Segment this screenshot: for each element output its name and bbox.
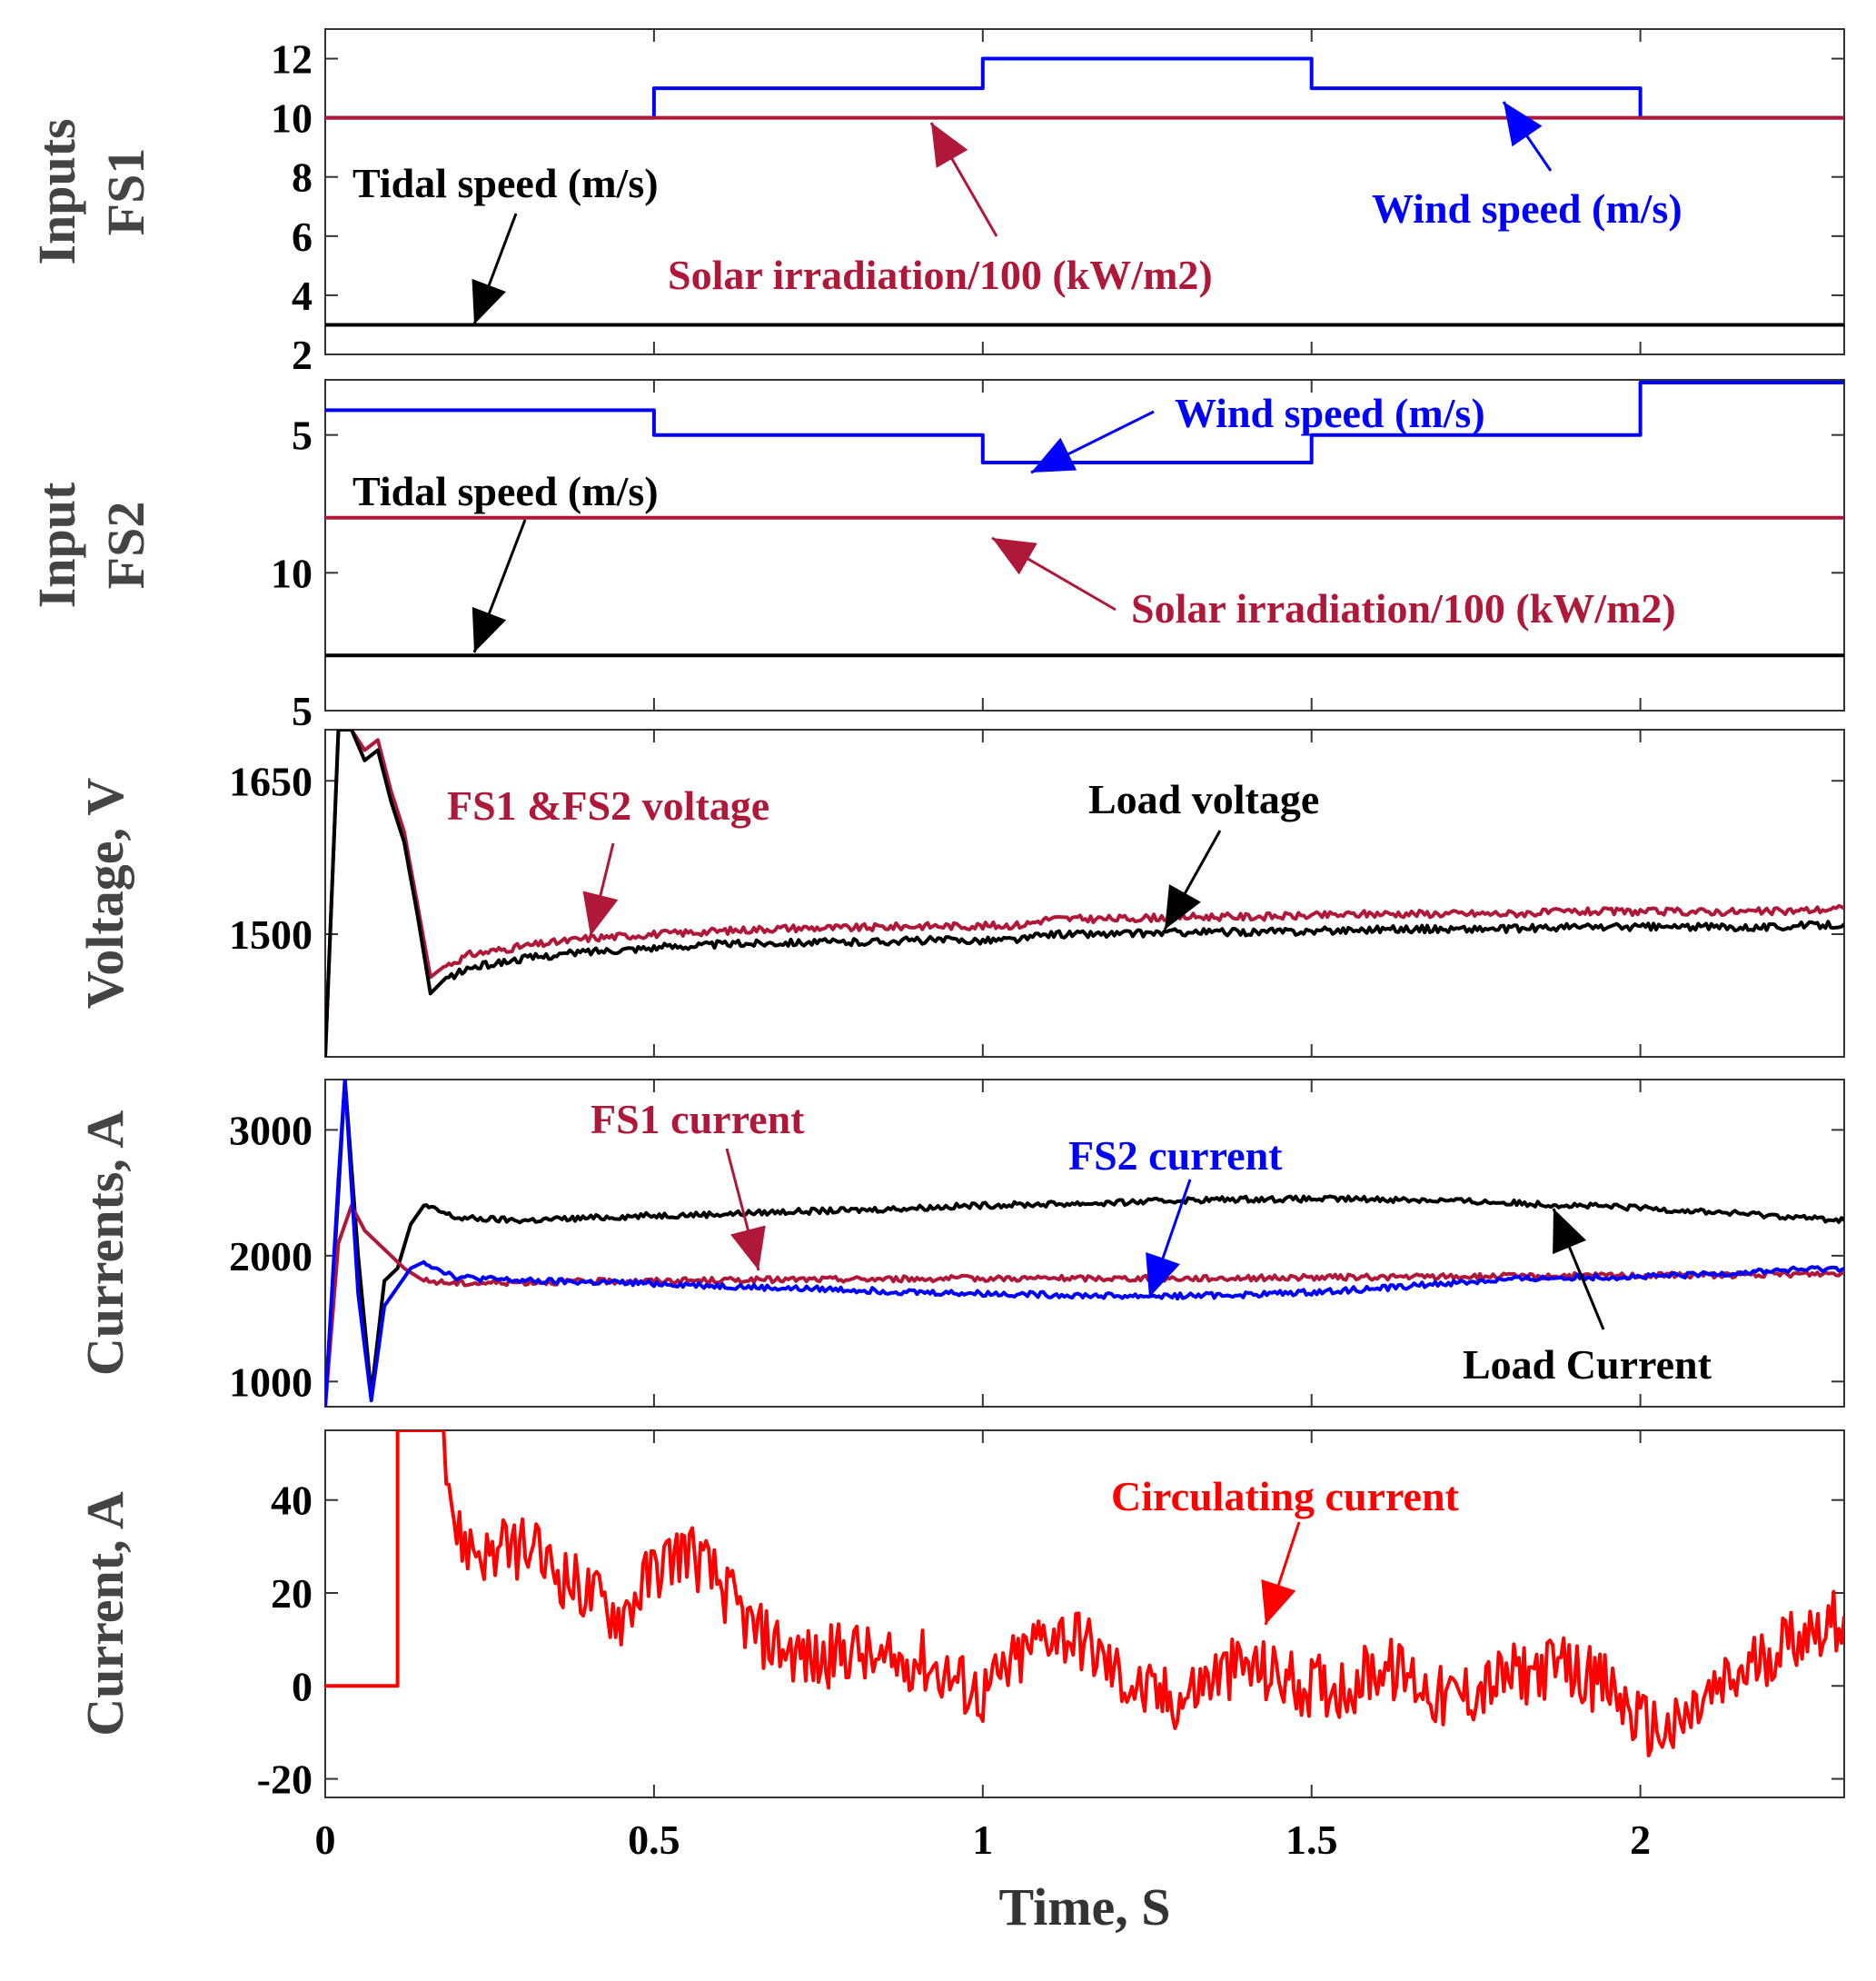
annotation-label: Tidal speed (m/s) (352, 468, 659, 514)
y-axis-label: Current, A (75, 1491, 134, 1737)
y-tick-label: 6 (292, 214, 313, 260)
annotation-label: Wind speed (m/s) (1372, 185, 1682, 232)
annotation-label: Solar irradiation/100 (kW/m2) (668, 252, 1213, 298)
annotation-arrowhead (471, 278, 506, 324)
y-tick-label: 2 (292, 332, 313, 378)
axes-frame (324, 1429, 1845, 1798)
y-tick-label: 20 (271, 1570, 313, 1617)
x-tick-label: 1 (972, 1817, 993, 1863)
annotation-arrowhead (992, 538, 1037, 575)
series-line (325, 730, 1844, 1057)
panel-voltage: 1500 1650 Voltage, V FS1 &FS2 voltage Load v… (75, 729, 1845, 1058)
panel-input-fs2: 5 10 5 Input FS2 Wind speed (m/s) Tidal speed … (27, 379, 1845, 734)
annotation-label: FS2 current (1068, 1132, 1283, 1179)
y-axis-label: Voltage, V (75, 778, 134, 1010)
y-tick-label: 5 (292, 688, 313, 734)
panel-inputs-fs1: 2 4 6 8 10 12 Inputs FS1 Tidal speed (m/s)Solar … (27, 28, 1845, 378)
series-line (325, 1080, 1844, 1407)
x-tick-label: 0.5 (628, 1817, 680, 1863)
y-tick-label: 10 (271, 550, 313, 596)
y-tick-label: 3000 (229, 1107, 313, 1153)
series-line (325, 1203, 1844, 1407)
series-line (325, 381, 1844, 464)
annotation-label: Load Current (1463, 1341, 1712, 1388)
annotation-label: Load voltage (1088, 776, 1319, 822)
y-tick-label: 1650 (229, 758, 313, 804)
annotation-arrowhead (1165, 884, 1201, 930)
axes-frame (324, 379, 1845, 712)
y-tick-label: 0 (292, 1663, 313, 1709)
annotation-label: Tidal speed (m/s) (352, 160, 659, 206)
y-axis-label: Currents, A (75, 1110, 134, 1376)
y-tick-label: 40 (271, 1478, 313, 1524)
x-tick-label: 0 (315, 1817, 336, 1863)
x-tick-label: 2 (1630, 1817, 1651, 1863)
annotation-label: Solar irradiation/100 (kW/m2) (1131, 585, 1676, 632)
annotation-arrowhead (730, 1225, 766, 1270)
y-tick-label: 4 (292, 273, 313, 319)
x-tick-label: 1.5 (1285, 1817, 1338, 1863)
annotation-arrowhead (1504, 102, 1543, 147)
x-axis-label: Time, S (998, 1877, 1170, 1936)
y-tick-label: 8 (292, 154, 313, 201)
y-tick-label: 5 (292, 413, 313, 459)
y-tick-label: 10 (271, 95, 313, 142)
axes-frame (324, 1079, 1845, 1408)
annotation-label: FS1 current (591, 1096, 805, 1142)
axes-frame (324, 28, 1845, 355)
annotation-arrowhead (1553, 1209, 1587, 1255)
y-axis-label: Input (27, 482, 86, 608)
y-axis-label: FS2 (96, 502, 155, 590)
annotation-label: FS1 &FS2 voltage (447, 782, 769, 829)
series-line (325, 1080, 1844, 1407)
panel-currents: 1000 2000 3000 Currents, A FS1 current FS2 cu… (75, 1079, 1845, 1408)
annotation-label: Circulating current (1111, 1473, 1460, 1519)
annotation-arrowhead (1261, 1579, 1296, 1625)
series-line (325, 730, 1844, 1057)
y-tick-label: 12 (271, 36, 313, 83)
series-line (325, 1430, 1844, 1757)
annotation-arrowhead (1146, 1251, 1180, 1298)
y-axis-label: Inputs (27, 118, 86, 264)
series-line (325, 56, 1844, 120)
annotation-arrowhead (582, 891, 619, 936)
annotation-arrowhead (471, 606, 507, 652)
axes-frame (324, 729, 1845, 1058)
y-tick-label: -20 (257, 1757, 313, 1803)
annotation-label: Wind speed (m/s) (1175, 390, 1485, 436)
y-axis-label: FS1 (96, 148, 155, 236)
y-tick-label: 1000 (229, 1359, 313, 1405)
y-tick-label: 2000 (229, 1233, 313, 1279)
annotation-arrowhead (931, 123, 968, 168)
y-tick-label: 1500 (229, 911, 313, 958)
annotation-arrowhead (1031, 437, 1077, 473)
